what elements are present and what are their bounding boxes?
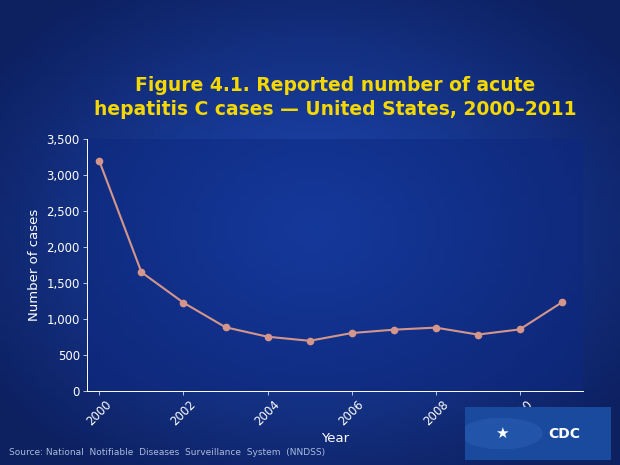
- FancyBboxPatch shape: [456, 405, 619, 462]
- Y-axis label: Number of cases: Number of cases: [28, 209, 41, 321]
- X-axis label: Year: Year: [321, 432, 349, 445]
- Text: hepatitis C cases — United States, 2000–2011: hepatitis C cases — United States, 2000–…: [94, 100, 576, 119]
- Text: CDC: CDC: [548, 426, 580, 441]
- Text: Figure 4.1. Reported number of acute: Figure 4.1. Reported number of acute: [135, 76, 535, 95]
- Circle shape: [461, 418, 542, 449]
- Text: Source: National  Notifiable  Diseases  Surveillance  System  (NNDSS): Source: National Notifiable Diseases Sur…: [9, 448, 326, 457]
- Text: ★: ★: [495, 426, 508, 441]
